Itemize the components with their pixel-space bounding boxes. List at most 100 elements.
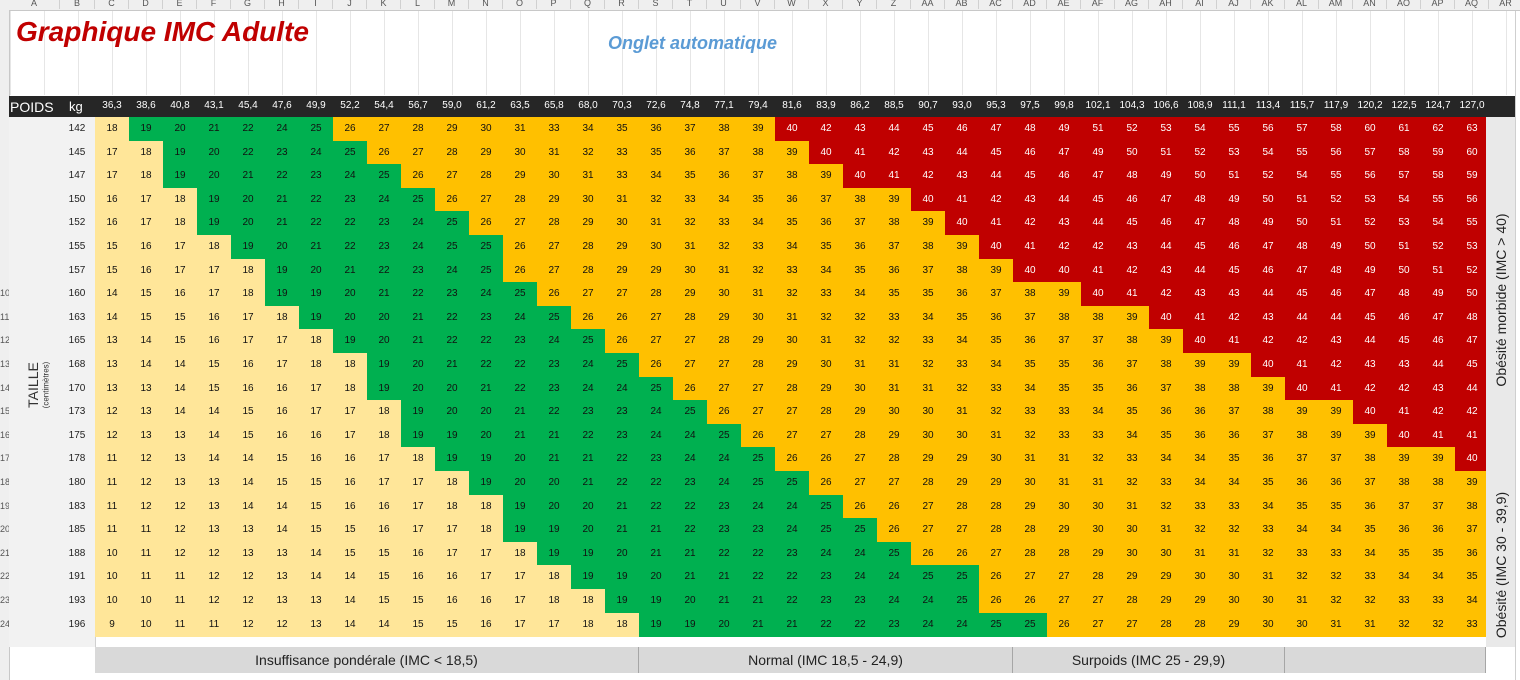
bmi-cell[interactable]: 12 (163, 541, 197, 566)
column-header-N[interactable]: N (469, 0, 503, 9)
bmi-cell[interactable]: 15 (299, 494, 333, 519)
bmi-cell[interactable]: 17 (469, 565, 503, 590)
bmi-cell[interactable]: 17 (129, 211, 163, 236)
bmi-cell[interactable]: 52 (1421, 235, 1455, 260)
bmi-cell[interactable]: 31 (1285, 589, 1319, 614)
bmi-cell[interactable]: 15 (401, 612, 435, 637)
bmi-cell[interactable]: 20 (537, 471, 571, 496)
column-header-G[interactable]: G (231, 0, 265, 9)
bmi-cell[interactable]: 29 (741, 329, 775, 354)
bmi-cell[interactable]: 27 (605, 282, 639, 307)
bmi-cell[interactable]: 33 (1115, 447, 1149, 472)
bmi-cell[interactable]: 21 (775, 612, 809, 637)
bmi-cell[interactable]: 15 (333, 541, 367, 566)
bmi-cell[interactable]: 38 (911, 235, 945, 260)
bmi-cell[interactable]: 15 (95, 258, 129, 283)
bmi-cell[interactable]: 42 (1319, 353, 1353, 378)
bmi-cell[interactable]: 49 (1251, 211, 1285, 236)
bmi-cell[interactable]: 10 (95, 565, 129, 590)
bmi-cell[interactable]: 40 (809, 140, 843, 165)
bmi-cell[interactable]: 48 (1387, 282, 1421, 307)
bmi-cell[interactable]: 18 (571, 612, 605, 637)
bmi-cell[interactable]: 28 (673, 305, 707, 330)
bmi-cell[interactable]: 33 (1183, 494, 1217, 519)
bmi-cell[interactable]: 26 (809, 471, 843, 496)
bmi-cell[interactable]: 34 (1081, 400, 1115, 425)
bmi-cell[interactable]: 20 (673, 589, 707, 614)
bmi-cell[interactable]: 58 (1421, 164, 1455, 189)
bmi-cell[interactable]: 25 (299, 117, 333, 142)
bmi-cell[interactable]: 38 (1149, 353, 1183, 378)
bmi-cell[interactable]: 13 (163, 447, 197, 472)
bmi-cell[interactable]: 45 (1387, 329, 1421, 354)
column-header-U[interactable]: U (707, 0, 741, 9)
bmi-cell[interactable]: 32 (809, 305, 843, 330)
bmi-cell[interactable]: 18 (503, 541, 537, 566)
bmi-cell[interactable]: 17 (401, 471, 435, 496)
bmi-cell[interactable]: 21 (401, 329, 435, 354)
bmi-cell[interactable]: 31 (707, 258, 741, 283)
bmi-cell[interactable]: 37 (843, 211, 877, 236)
bmi-cell[interactable]: 33 (911, 329, 945, 354)
bmi-cell[interactable]: 42 (1149, 282, 1183, 307)
bmi-cell[interactable]: 54 (1421, 211, 1455, 236)
bmi-cell[interactable]: 40 (1455, 447, 1489, 472)
bmi-cell[interactable]: 34 (843, 282, 877, 307)
bmi-cell[interactable]: 21 (367, 282, 401, 307)
bmi-cell[interactable]: 43 (1013, 187, 1047, 212)
bmi-cell[interactable]: 31 (1217, 541, 1251, 566)
bmi-cell[interactable]: 21 (707, 565, 741, 590)
bmi-cell[interactable]: 47 (1251, 235, 1285, 260)
bmi-cell[interactable]: 37 (1217, 400, 1251, 425)
bmi-cell[interactable]: 32 (877, 329, 911, 354)
bmi-cell[interactable]: 22 (571, 423, 605, 448)
bmi-cell[interactable]: 28 (401, 117, 435, 142)
bmi-cell[interactable]: 41 (877, 164, 911, 189)
bmi-cell[interactable]: 25 (979, 612, 1013, 637)
bmi-cell[interactable]: 16 (469, 589, 503, 614)
bmi-cell[interactable]: 26 (605, 305, 639, 330)
bmi-cell[interactable]: 18 (435, 494, 469, 519)
bmi-cell[interactable]: 57 (1387, 164, 1421, 189)
column-header-AK[interactable]: AK (1251, 0, 1285, 9)
bmi-cell[interactable]: 40 (1251, 353, 1285, 378)
bmi-cell[interactable]: 19 (639, 612, 673, 637)
bmi-cell[interactable]: 18 (537, 565, 571, 590)
bmi-cell[interactable]: 10 (129, 589, 163, 614)
bmi-cell[interactable]: 43 (911, 140, 945, 165)
bmi-cell[interactable]: 26 (775, 447, 809, 472)
bmi-cell[interactable]: 51 (1285, 187, 1319, 212)
bmi-cell[interactable]: 48 (1285, 235, 1319, 260)
row-header-13[interactable]: 13 (0, 359, 10, 369)
bmi-cell[interactable]: 15 (265, 447, 299, 472)
bmi-cell[interactable]: 32 (911, 353, 945, 378)
bmi-cell[interactable]: 17 (299, 400, 333, 425)
bmi-cell[interactable]: 33 (1047, 400, 1081, 425)
bmi-cell[interactable]: 35 (673, 164, 707, 189)
bmi-cell[interactable]: 28 (741, 353, 775, 378)
bmi-cell[interactable]: 37 (809, 187, 843, 212)
bmi-cell[interactable]: 33 (673, 187, 707, 212)
bmi-cell[interactable]: 35 (1081, 376, 1115, 401)
bmi-cell[interactable]: 30 (673, 258, 707, 283)
bmi-cell[interactable]: 29 (911, 447, 945, 472)
bmi-cell[interactable]: 20 (571, 518, 605, 543)
bmi-cell[interactable]: 14 (231, 494, 265, 519)
bmi-cell[interactable]: 27 (537, 235, 571, 260)
bmi-cell[interactable]: 22 (775, 565, 809, 590)
bmi-cell[interactable]: 40 (775, 117, 809, 142)
bmi-cell[interactable]: 51 (1081, 117, 1115, 142)
bmi-cell[interactable]: 21 (231, 164, 265, 189)
bmi-cell[interactable]: 42 (1115, 258, 1149, 283)
bmi-cell[interactable]: 14 (231, 447, 265, 472)
bmi-cell[interactable]: 53 (1217, 140, 1251, 165)
bmi-cell[interactable]: 31 (843, 353, 877, 378)
bmi-cell[interactable]: 57 (1353, 140, 1387, 165)
bmi-cell[interactable]: 46 (945, 117, 979, 142)
bmi-cell[interactable]: 26 (979, 565, 1013, 590)
bmi-cell[interactable]: 30 (1251, 612, 1285, 637)
bmi-cell[interactable]: 12 (197, 541, 231, 566)
bmi-cell[interactable]: 33 (707, 211, 741, 236)
column-header-AI[interactable]: AI (1183, 0, 1217, 9)
bmi-cell[interactable]: 27 (435, 164, 469, 189)
